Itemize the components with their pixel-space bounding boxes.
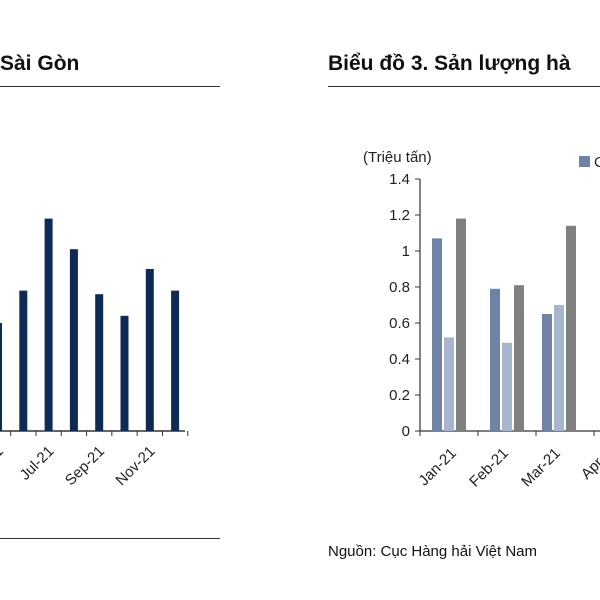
left-bar	[95, 294, 104, 431]
right-y-tick-label: 0.2	[389, 387, 410, 404]
left-chart-title: Sài Gòn	[0, 52, 80, 75]
left-plot: y-21 Jul-21 Sep-21 Nov-21	[0, 218, 189, 489]
left-bar	[145, 269, 154, 431]
legend-swatch	[579, 156, 590, 167]
right-y-tick-label: 0.4	[389, 351, 410, 368]
right-bar	[502, 342, 512, 431]
right-y-tick-label: 0	[402, 423, 410, 440]
right-bar	[514, 285, 524, 431]
left-bar	[19, 290, 28, 431]
left-x-tick-label: Sep-21	[62, 443, 108, 489]
right-bar	[566, 225, 576, 431]
left-title-rule	[0, 86, 220, 87]
right-x-tick-label: Apr-2	[578, 445, 600, 483]
right-y-tick-label: 1.2	[389, 207, 410, 224]
right-y-tick-label: 0.8	[389, 279, 410, 296]
right-y-tick-label: 0.6	[389, 315, 410, 332]
left-x-tick-label: Jul-21	[17, 443, 58, 484]
left-x-tick-label: Nov-21	[112, 443, 158, 489]
right-plot: (Triệu tấn) C 0 0.2 0.4 0.6 0.8 1 1.2 1.4 Jan-21…	[363, 149, 600, 490]
right-bar	[542, 314, 552, 431]
right-bar	[444, 337, 454, 431]
right-y-tick-label: 1	[402, 243, 410, 260]
right-x-tick-label: Mar-21	[518, 445, 564, 491]
right-x-tick-label: Jan-21	[415, 445, 459, 489]
left-bar	[44, 218, 53, 431]
right-bar	[554, 305, 564, 431]
right-bar	[432, 238, 442, 431]
legend-label: C	[594, 154, 600, 171]
left-bar	[120, 315, 129, 431]
left-bottom-rule	[0, 538, 220, 539]
source-note: Nguồn: Cục Hàng hải Việt Nam	[328, 543, 538, 560]
right-chart-title: Biểu đồ 3. Sản lượng hà	[328, 52, 571, 75]
left-bar	[69, 249, 78, 431]
left-bar	[171, 290, 180, 431]
right-bar	[456, 218, 466, 431]
right-title-rule	[328, 86, 600, 87]
right-x-tick-label: Feb-21	[466, 445, 512, 491]
right-y-tick-label: 1.4	[389, 171, 410, 188]
left-bar	[0, 323, 2, 431]
unit-label: (Triệu tấn)	[363, 149, 432, 166]
left-x-tick-label: y-21	[0, 443, 7, 476]
right-bar	[490, 288, 500, 431]
